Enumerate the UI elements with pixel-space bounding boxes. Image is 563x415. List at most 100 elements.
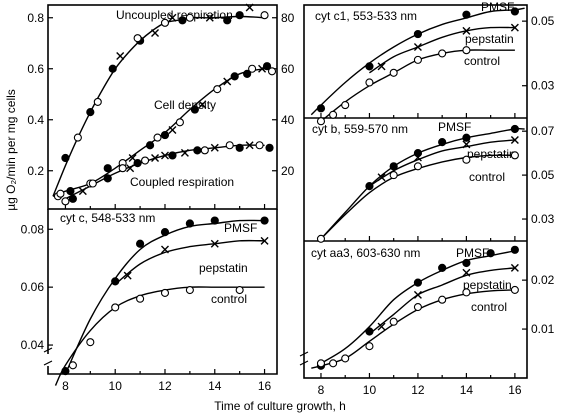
- cyt-c1-curve-1: [369, 26, 515, 74]
- cyt-aa3-point-filled: [510, 245, 519, 254]
- cyt-b-point-open: [413, 162, 422, 171]
- respiration-y-tick-label: 0.4: [27, 113, 44, 127]
- respiration-point: [210, 143, 219, 152]
- label-b-pmsf: PMSF: [438, 120, 471, 134]
- respiration-point: [245, 3, 254, 12]
- respiration-y-tick-label: 0.6: [27, 62, 44, 76]
- respiration-point: [78, 187, 87, 196]
- respiration-point: [61, 153, 70, 163]
- cyt-aa3-x-tick-label: 16: [508, 383, 522, 397]
- respiration-point: [260, 11, 269, 20]
- label-aa3-control: control: [471, 300, 507, 314]
- respiration-point: [255, 141, 264, 150]
- cyt-aa3-point-open: [438, 295, 447, 304]
- respiration-point: [267, 67, 277, 76]
- respiration-y-tick-label: 0.2: [27, 164, 44, 178]
- cyt-aa3-x-tick-label: 8: [318, 383, 325, 397]
- cyt-b-point-open: [316, 234, 326, 243]
- cyt-b-point-cross: [462, 140, 471, 149]
- respiration-point: [235, 143, 244, 152]
- respiration-point: [168, 125, 177, 134]
- cyt-c1-point-cross: [510, 23, 519, 32]
- respiration-point: [265, 143, 274, 152]
- respiration-point: [235, 11, 244, 20]
- cyt-b-point-filled: [389, 162, 398, 171]
- cyt-c-point-filled: [111, 277, 120, 286]
- cyt-c-x-tick-label: 12: [158, 379, 172, 393]
- cyt-c-point-open: [68, 361, 77, 370]
- series-labels: Uncoupled respiration Cell density Coupl…: [60, 0, 516, 314]
- respiration-point: [205, 13, 214, 22]
- respiration-point: [151, 29, 160, 38]
- cyt-aa3-curve-1: [368, 267, 515, 335]
- respiration-point: [61, 197, 70, 206]
- respiration-point: [213, 85, 222, 94]
- cyt-b-point-open: [462, 155, 471, 164]
- cyt-aa3-point-open: [462, 288, 471, 297]
- cyt-c-x-tick-label: 8: [62, 379, 69, 393]
- cyt-aa3-point-filled: [486, 249, 495, 258]
- cyt-aa3-x-tick-label: 10: [363, 383, 377, 397]
- respiration-y-tick-label-right: 40: [281, 113, 295, 127]
- cyt-c1-point-cross: [413, 42, 422, 51]
- cyt-aa3-point-open: [316, 359, 326, 368]
- label-c-control: control: [211, 292, 247, 306]
- cyt-c-x-tick-label: 10: [109, 379, 123, 393]
- cyt-b-y-tick-label: 0.07: [531, 124, 555, 138]
- label-c-pepstatin: pepstatin: [199, 261, 248, 275]
- respiration-point: [168, 13, 177, 22]
- cyt-b-point-open: [510, 151, 519, 160]
- respiration-point: [245, 141, 254, 150]
- cyt-c-point-filled: [135, 239, 145, 248]
- cyt-aa3-point-filled: [438, 263, 447, 273]
- cyt-aa3-point-cross: [413, 290, 422, 299]
- cyt-aa3-point-open: [329, 359, 338, 368]
- cyt-c-point-cross: [260, 236, 269, 245]
- cyt-c-point-cross: [123, 271, 132, 280]
- title-cyt-c: cyt c, 548-533 nm: [60, 211, 155, 225]
- respiration-point: [153, 133, 162, 142]
- cyt-b-y-tick-label: 0.03: [531, 212, 555, 226]
- cyt-aa3-y-tick-label: 0.02: [531, 273, 555, 287]
- respiration-point: [160, 151, 169, 160]
- label-cell-density: Cell density: [154, 98, 216, 112]
- cyt-c1-y-tick-label: 0.03: [531, 79, 555, 93]
- respiration-point: [200, 146, 209, 155]
- respiration-point: [180, 148, 189, 157]
- cyt-c1-point-filled: [316, 104, 326, 113]
- respiration-point: [118, 164, 127, 173]
- label-c1-control: control: [464, 54, 500, 68]
- cyt-aa3-y-tick-label: 0.01: [531, 322, 555, 336]
- cyt-c-point-filled: [210, 216, 219, 225]
- cyt-aa3-point-cross: [510, 263, 519, 272]
- title-cyt-c1: cyt c1, 553-533 nm: [315, 9, 417, 23]
- respiration-point: [190, 105, 199, 114]
- cyt-c1-point-filled: [365, 62, 374, 71]
- axis-ticks: 0.2 0.4 0.6 0.8 20 40 60 80 8 10 12 14 16 0.04 0.06 0.0…: [21, 11, 555, 397]
- label-c1-pepstatin: pepstatin: [465, 32, 514, 46]
- cyt-c1-point-open: [341, 101, 350, 110]
- respiration-point: [66, 187, 75, 196]
- title-cyt-aa3: cyt aa3, 603-630 nm: [311, 246, 420, 260]
- respiration-point: [126, 164, 135, 173]
- cyt-c1-point-open: [462, 46, 471, 55]
- cyt-c1-point-open: [438, 49, 447, 58]
- cyt-c1-point-open: [389, 68, 398, 77]
- cyt-b-curve-0: [320, 127, 525, 240]
- cyt-c-point-open: [235, 286, 244, 295]
- respiration-point: [103, 164, 112, 173]
- cyt-aa3-x-tick-label: 14: [460, 383, 474, 397]
- cyt-c-point-filled: [260, 216, 269, 225]
- cyt-aa3-point-open: [341, 354, 350, 363]
- cyt-c-y-tick-label: 0.08: [21, 222, 45, 236]
- cyt-c-point-filled: [185, 219, 194, 228]
- cyt-b-point-cross: [510, 135, 519, 144]
- x-axis-title: Time of culture growth, h: [214, 399, 346, 413]
- cyt-c-point-open: [136, 294, 145, 303]
- cyt-c-y-tick-label: 0.04: [21, 338, 45, 352]
- cyt-c-curve-2: [54, 286, 265, 386]
- respiration-point: [178, 16, 187, 25]
- cyt-b-y-tick-label: 0.05: [531, 168, 555, 182]
- cyt-c1-point-filled: [510, 7, 519, 16]
- cyt-c-point-filled: [160, 228, 170, 237]
